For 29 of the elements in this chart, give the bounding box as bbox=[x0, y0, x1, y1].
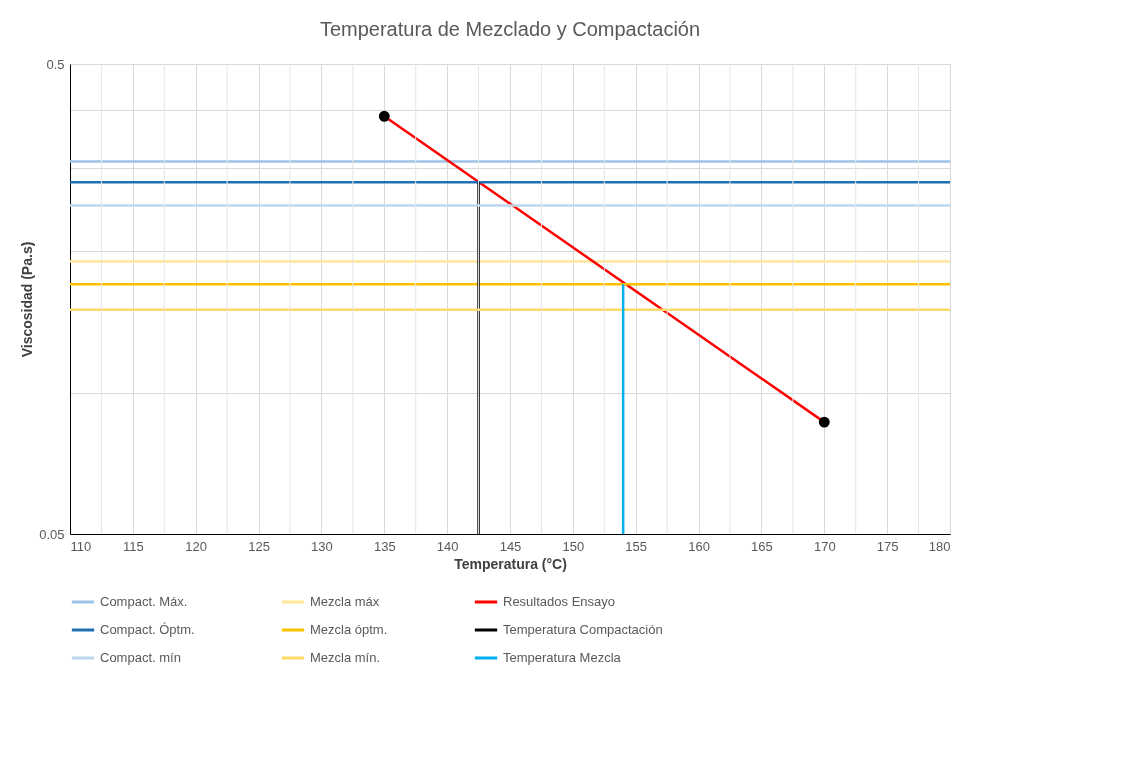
legend-label: Compact. mín bbox=[100, 650, 181, 665]
y-tick-label: 0.5 bbox=[46, 56, 65, 72]
x-tick-label: 170 bbox=[813, 538, 836, 554]
x-tick-label: 145 bbox=[499, 538, 522, 554]
x-tick-label: 120 bbox=[185, 538, 208, 554]
legend-label: Mezcla óptm. bbox=[310, 622, 388, 637]
legend-label: Temperatura Compactación bbox=[503, 622, 663, 637]
x-tick-label: 165 bbox=[751, 538, 773, 554]
x-tick-label: 110 bbox=[70, 538, 92, 554]
legend-label: Compact. Óptm. bbox=[100, 622, 195, 637]
x-tick-label: 130 bbox=[311, 538, 333, 554]
x-tick-label: 160 bbox=[688, 538, 710, 554]
x-tick-label: 180 bbox=[928, 538, 951, 554]
x-tick-label: 135 bbox=[373, 538, 396, 554]
chart-title: Temperatura de Mezclado y Compactación bbox=[319, 18, 701, 40]
x-tick-label: 115 bbox=[122, 538, 144, 554]
y-axis-title: Viscosidad (Pa.s) bbox=[19, 241, 36, 358]
legend-label: Mezcla mín. bbox=[310, 650, 381, 665]
legend-label: Temperatura Mezcla bbox=[503, 650, 622, 665]
x-tick-label: 140 bbox=[436, 538, 459, 554]
x-tick-label: 125 bbox=[248, 538, 270, 554]
x-tick-label: 150 bbox=[562, 538, 585, 554]
legend-label: Mezcla máx bbox=[310, 594, 380, 609]
x-axis-title: Temperatura (°C) bbox=[454, 555, 567, 572]
y-tick-label: 0.05 bbox=[39, 526, 65, 542]
legend-label: Resultados Ensayo bbox=[503, 594, 616, 609]
x-tick-label: 175 bbox=[876, 538, 899, 554]
legend-label: Compact. Máx. bbox=[100, 594, 188, 609]
x-tick-label: 155 bbox=[625, 538, 648, 554]
